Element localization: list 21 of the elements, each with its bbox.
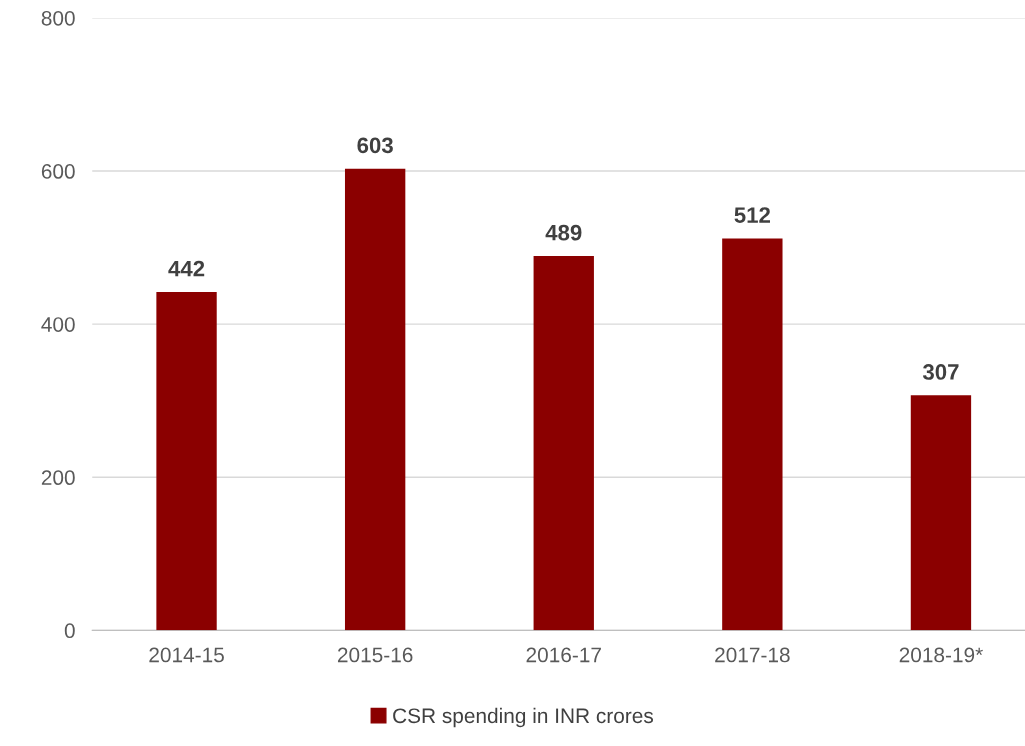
x-tick-label: 2015-16 — [337, 647, 413, 663]
bar — [344, 168, 406, 631]
x-tick-label: 2016-17 — [526, 647, 601, 663]
data-label: 489 — [545, 224, 582, 241]
y-tick-label: 400 — [41, 317, 75, 332]
y-tick-label: 600 — [41, 164, 75, 179]
data-label: 512 — [734, 207, 770, 223]
bar — [722, 238, 783, 631]
bar — [910, 395, 972, 631]
y-tick-label: 200 — [41, 470, 75, 486]
x-tick-label: 2018-19* — [899, 647, 983, 663]
x-tick-label: 2017-18 — [715, 647, 790, 663]
y-tick-label: 800 — [41, 10, 75, 26]
legend-label: CSR spending in INR crores — [393, 707, 654, 728]
bar — [156, 291, 217, 631]
data-label: 603 — [357, 137, 393, 154]
bar — [533, 256, 594, 631]
x-tick-label: 2014-15 — [149, 647, 224, 663]
data-label: 442 — [168, 260, 205, 277]
data-label: 307 — [922, 364, 959, 380]
y-tick-label: 0 — [64, 623, 75, 639]
